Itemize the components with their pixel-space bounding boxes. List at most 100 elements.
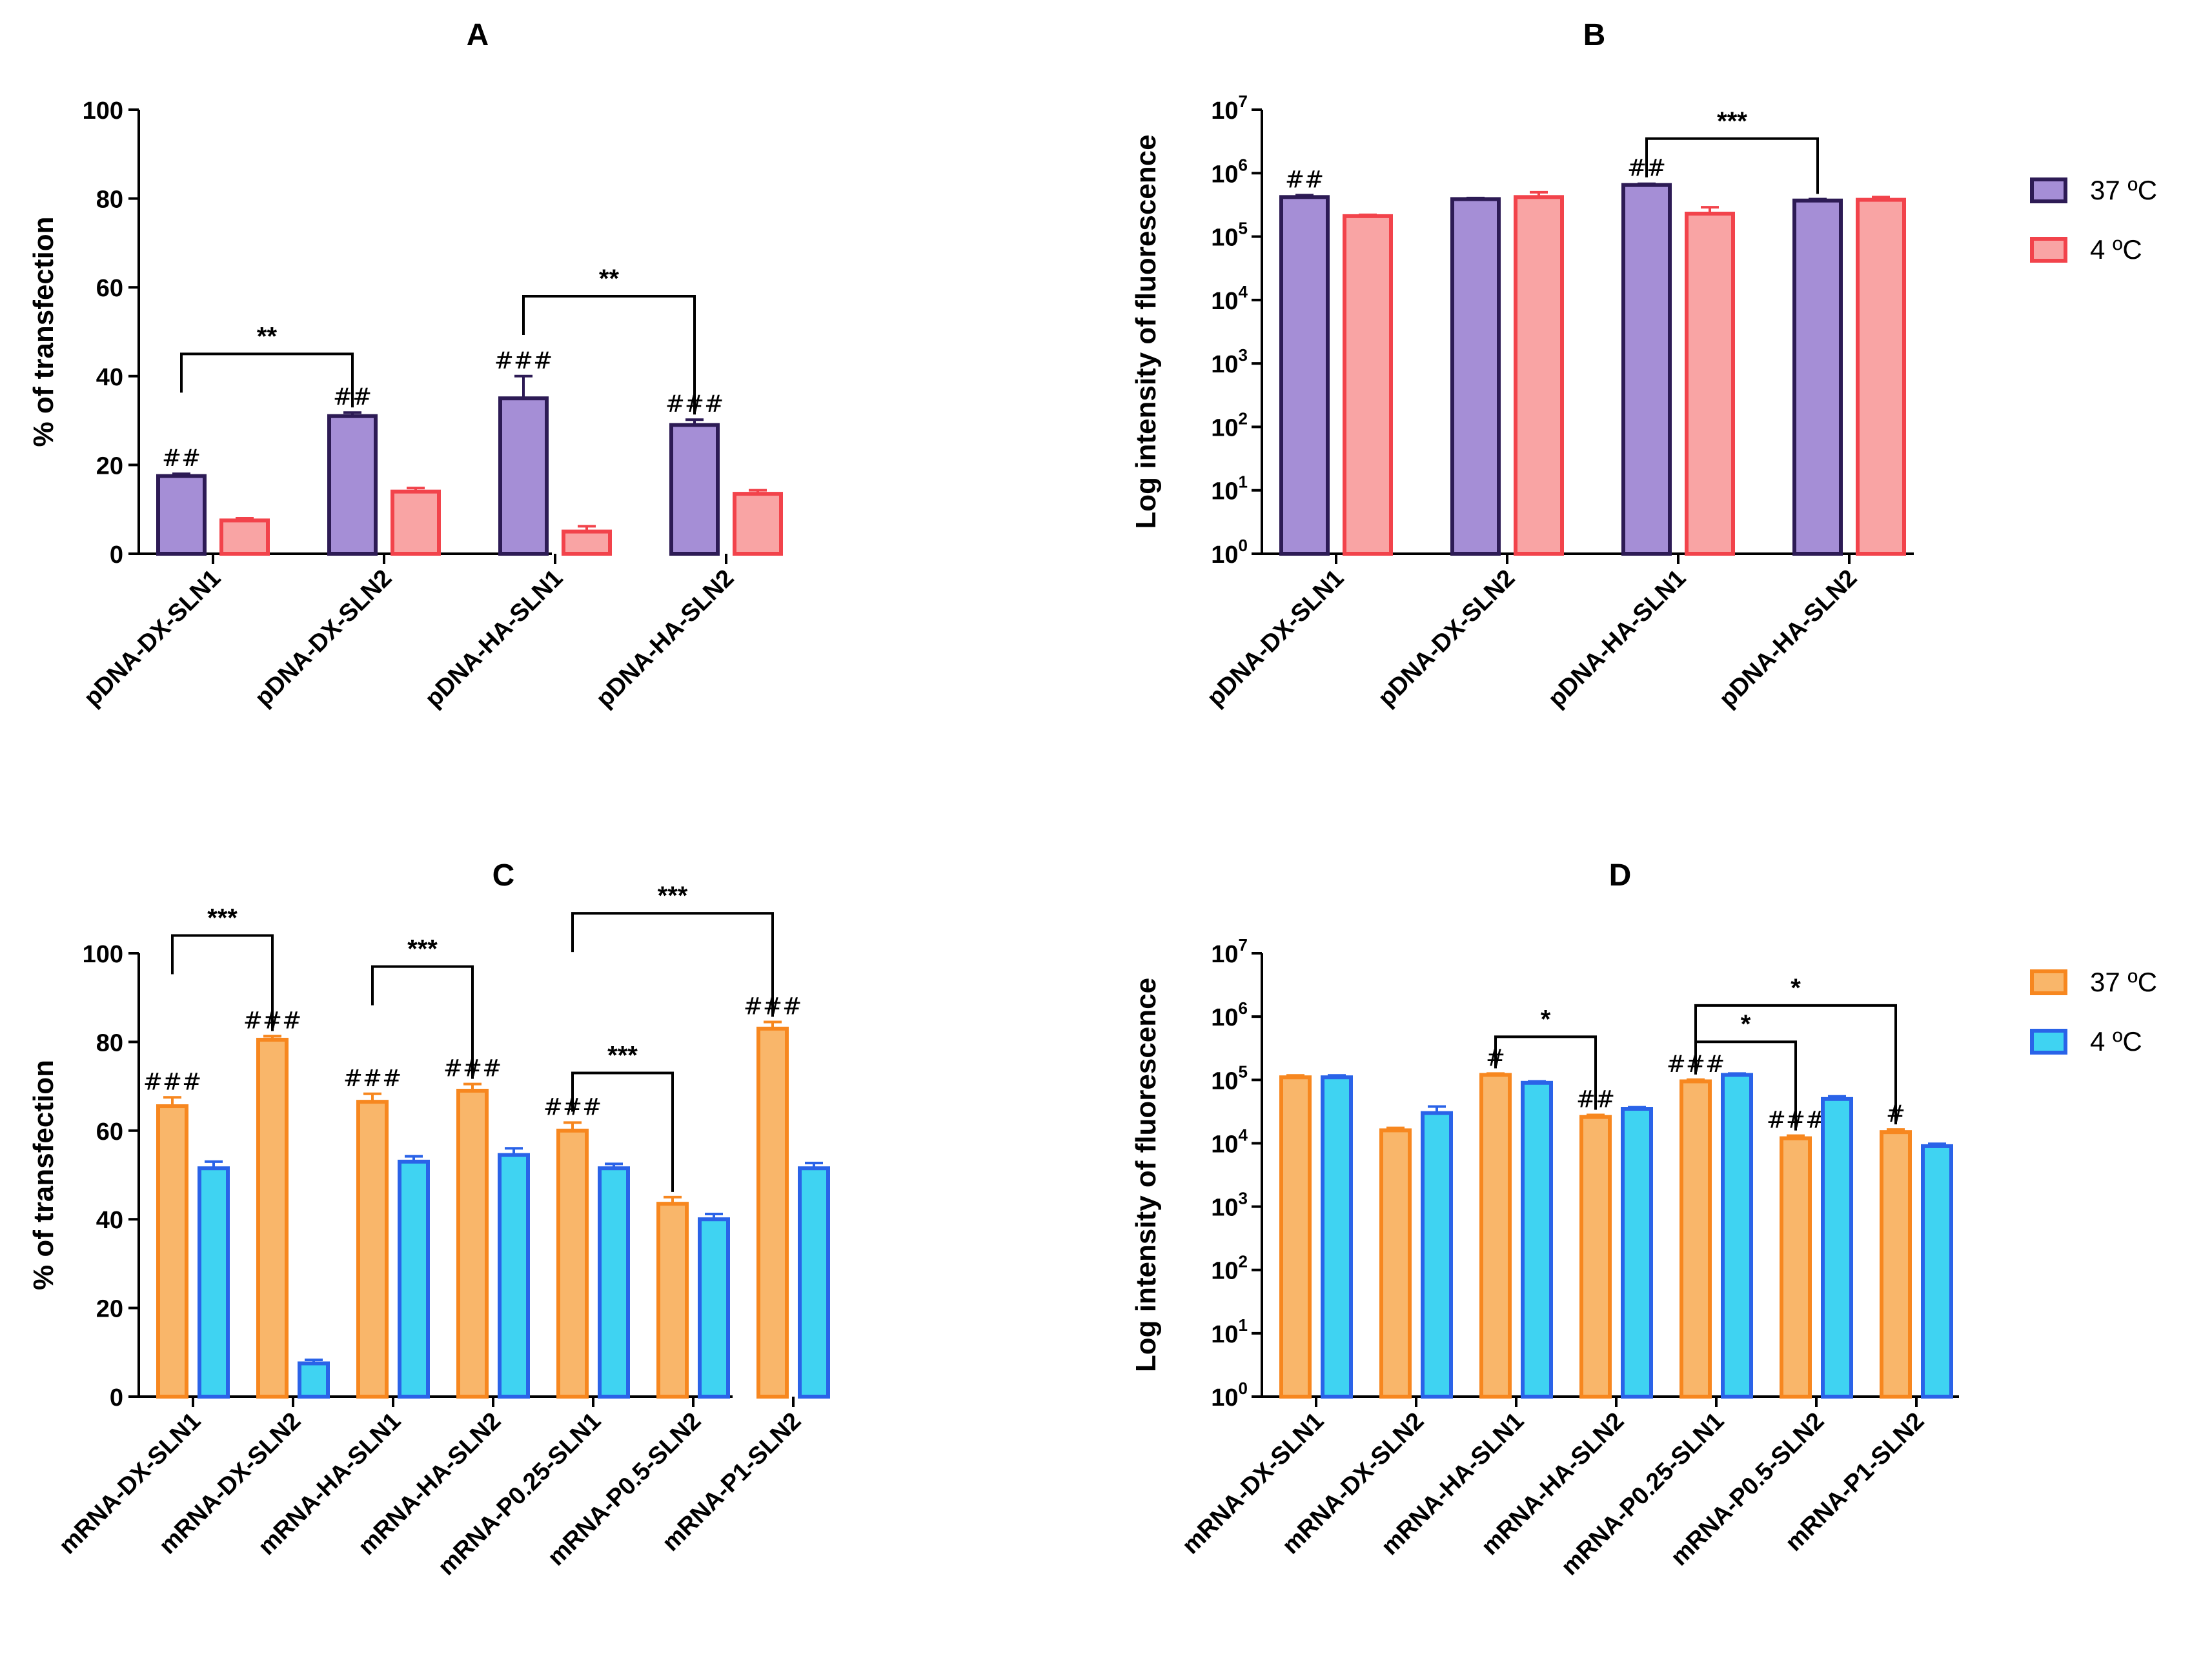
y-tick-label: 80	[96, 1029, 123, 1057]
y-tick-exponent: 0	[1239, 536, 1248, 555]
y-tick-exponent: 1	[1239, 472, 1248, 492]
y-tick-label: 107	[1211, 935, 1248, 968]
significance-bracket	[1494, 1035, 1597, 1110]
y-tick-label: 80	[96, 187, 123, 214]
bar	[1780, 1136, 1812, 1399]
legend-swatch	[2030, 969, 2067, 995]
x-tick-label: mRNA-P0.25-SLN1	[1556, 1408, 1730, 1581]
y-tick-exponent: 1	[1239, 1315, 1248, 1335]
bar	[656, 1202, 689, 1399]
legend: 37 ºC 4 ºC	[2030, 967, 2157, 1057]
significance-bracket	[1694, 1004, 1897, 1125]
legend-swatch	[2030, 237, 2067, 263]
chart-title: D	[1609, 858, 1632, 893]
bar	[1421, 1111, 1453, 1399]
y-tick-label: 20	[96, 1296, 123, 1323]
bar	[1279, 195, 1330, 556]
y-tick-base: 10	[1211, 97, 1238, 125]
y-tick-label: 40	[96, 1207, 123, 1234]
y-tick-exponent: 4	[1239, 282, 1248, 301]
bar	[327, 414, 378, 556]
bar	[1792, 198, 1843, 556]
legend-label: 4 ºC	[2090, 1026, 2142, 1057]
significance-bracket	[522, 294, 696, 415]
legend-label: 37 ºC	[2090, 175, 2157, 205]
significance-stars: ***	[1717, 107, 1747, 136]
significance-bracket	[171, 934, 274, 1031]
bar	[1521, 1080, 1553, 1399]
y-tick-base: 10	[1211, 1004, 1238, 1031]
bar	[219, 518, 270, 556]
significance-hash: ###	[494, 348, 553, 374]
y-axis-label: % of transfection	[28, 217, 59, 447]
y-tick-base: 10	[1211, 288, 1238, 315]
bar	[1321, 1075, 1353, 1399]
bar	[1685, 212, 1735, 556]
bar	[198, 1166, 230, 1399]
y-tick-label: 0	[110, 1384, 123, 1411]
y-tick-exponent: 0	[1239, 1379, 1248, 1398]
y-tick-base: 10	[1211, 478, 1238, 505]
y-tick-label: 20	[96, 452, 123, 480]
x-tick-label: pDNA-HA-SLN2	[591, 565, 740, 713]
y-tick-label: 106	[1211, 155, 1248, 188]
bar	[1450, 197, 1501, 556]
y-tick-exponent: 2	[1239, 409, 1248, 428]
bar	[562, 529, 612, 556]
bar	[1721, 1073, 1753, 1399]
bar	[598, 1166, 630, 1399]
y-tick-label: 103	[1211, 1189, 1248, 1222]
bar	[1821, 1097, 1853, 1399]
bar	[1514, 195, 1564, 556]
legend-swatch	[2030, 177, 2067, 203]
significance-stars: **	[599, 265, 620, 293]
bar	[456, 1088, 489, 1399]
bar	[798, 1166, 830, 1399]
y-tick-label: 101	[1211, 472, 1248, 505]
significance-hash: ###	[143, 1069, 202, 1095]
x-tick-label: pDNA-HA-SLN1	[1543, 565, 1692, 713]
y-tick-base: 10	[1211, 414, 1238, 441]
bar	[256, 1037, 289, 1399]
bar	[1921, 1144, 1953, 1399]
x-tick-label: pDNA-DX-SLN2	[1373, 565, 1520, 712]
bar	[356, 1100, 389, 1399]
significance-bracket	[571, 912, 774, 1017]
legend-label: 4 ºC	[2090, 234, 2142, 265]
y-tick-exponent: 6	[1239, 155, 1248, 174]
bar	[156, 474, 207, 556]
y-tick-base: 10	[1211, 161, 1238, 188]
y-tick-label: 60	[96, 1118, 123, 1146]
y-tick-label: 103	[1211, 345, 1248, 378]
y-axis-label: Log intensity of fluorescence	[1130, 978, 1162, 1372]
y-tick-label: 101	[1211, 1315, 1248, 1348]
y-tick-exponent: 3	[1239, 1189, 1248, 1208]
y-tick-exponent: 3	[1239, 345, 1248, 365]
chart-title: A	[467, 18, 489, 52]
legend-label: 37 ºC	[2090, 967, 2157, 997]
bar	[398, 1159, 430, 1399]
significance-hash: ##	[162, 445, 201, 472]
chart-title: B	[1583, 18, 1606, 52]
bar	[298, 1361, 330, 1399]
bar	[1621, 1107, 1653, 1399]
y-tick-label: 102	[1211, 1252, 1248, 1285]
bar	[733, 492, 783, 556]
bar	[698, 1217, 730, 1399]
y-tick-exponent: 7	[1239, 935, 1248, 955]
bar	[1679, 1079, 1712, 1399]
bar	[669, 423, 720, 556]
y-tick-base: 10	[1211, 1321, 1238, 1348]
y-tick-label: 102	[1211, 409, 1248, 441]
bar	[391, 489, 441, 556]
y-axis-label: Log intensity of fluorescence	[1130, 134, 1162, 529]
significance-stars: **	[257, 322, 278, 350]
y-tick-base: 10	[1211, 225, 1238, 252]
y-tick-label: 104	[1211, 1125, 1248, 1158]
y-tick-base: 10	[1211, 351, 1238, 378]
y-tick-base: 10	[1211, 541, 1238, 569]
